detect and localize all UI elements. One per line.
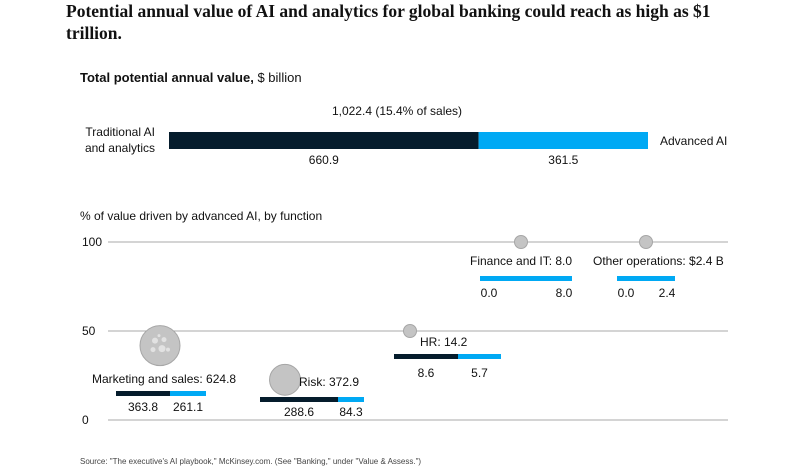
bubble — [269, 363, 301, 396]
traditional-value: 0.0 — [481, 286, 498, 300]
bubble — [639, 235, 653, 249]
point-risk: Risk: 372.9 288.6 84.3 — [260, 363, 364, 419]
advanced-value: 8.0 — [556, 286, 573, 300]
bar-left-label-line1: Traditional AI — [85, 125, 155, 139]
point-label: Other operations: $2.4 B — [593, 254, 724, 268]
bubble — [403, 324, 417, 338]
bar-traditional — [260, 397, 338, 402]
bar-advanced — [478, 132, 648, 149]
bubble-dot — [158, 345, 166, 353]
y-tick-label: 100 — [82, 235, 102, 249]
bubble-dot — [157, 334, 161, 338]
source-note: Source: "The executive's AI playbook," M… — [80, 457, 422, 466]
bubble — [514, 235, 528, 249]
bubble — [139, 325, 181, 367]
bar-traditional — [116, 391, 170, 396]
bubble-dot — [161, 337, 167, 343]
y-tick-label: 0 — [82, 413, 89, 427]
bar-advanced-value: 361.5 — [548, 153, 578, 167]
bar-traditional — [394, 354, 458, 359]
gridlines: 100 50 0 — [82, 235, 728, 427]
point-label: HR: 14.2 — [420, 335, 468, 349]
chart-subtitle: Total potential annual value, $ billion — [80, 70, 302, 85]
bubble-dot — [150, 347, 156, 353]
advanced-value: 84.3 — [339, 405, 363, 419]
y-tick-label: 50 — [82, 324, 96, 338]
bar-traditional — [169, 132, 479, 149]
point-marketing-and-sales: Marketing and sales: 624.8 363.8 261.1 — [92, 325, 236, 414]
chart-title: Potential annual value of AI and analyti… — [66, 1, 711, 43]
traditional-value: 0.0 — [618, 286, 635, 300]
bubble-dot — [152, 337, 158, 344]
total-label: 1,022.4 (15.4% of sales) — [332, 104, 462, 118]
bar-advanced — [338, 397, 364, 402]
function-points: Marketing and sales: 624.8 363.8 261.1 Risk… — [92, 235, 724, 419]
traditional-value: 8.6 — [418, 366, 435, 380]
bar-advanced — [458, 354, 501, 359]
point-label: Finance and IT: 8.0 — [470, 254, 572, 268]
point-label: Risk: 372.9 — [299, 375, 359, 389]
point-hr: HR: 14.2 8.6 5.7 — [394, 324, 501, 380]
bar-left-label-line2: and analytics — [85, 141, 155, 155]
advanced-value: 2.4 — [659, 286, 676, 300]
traditional-value: 363.8 — [128, 400, 158, 414]
y-axis-label: % of value driven by advanced AI, by fun… — [80, 209, 322, 223]
traditional-value: 288.6 — [284, 405, 314, 419]
subtitle-unit: $ billion — [257, 70, 302, 85]
bar-right-label: Advanced AI — [660, 134, 727, 148]
point-finance-and-it: Finance and IT: 8.0 0.0 8.0 — [470, 235, 573, 300]
total-value-bar: 1,022.4 (15.4% of sales) Traditional AI … — [85, 104, 727, 167]
bubble-dot — [166, 347, 170, 352]
bar-advanced — [170, 391, 206, 396]
point-label: Marketing and sales: 624.8 — [92, 372, 236, 386]
advanced-value: 5.7 — [471, 366, 488, 380]
bar-advanced — [617, 276, 675, 281]
point-other-operations: Other operations: $2.4 B 0.0 2.4 — [593, 235, 724, 300]
bar-advanced — [480, 276, 572, 281]
advanced-value: 261.1 — [173, 400, 203, 414]
subtitle-bold: Total potential annual value, — [80, 70, 254, 85]
bar-traditional-value: 660.9 — [309, 153, 339, 167]
